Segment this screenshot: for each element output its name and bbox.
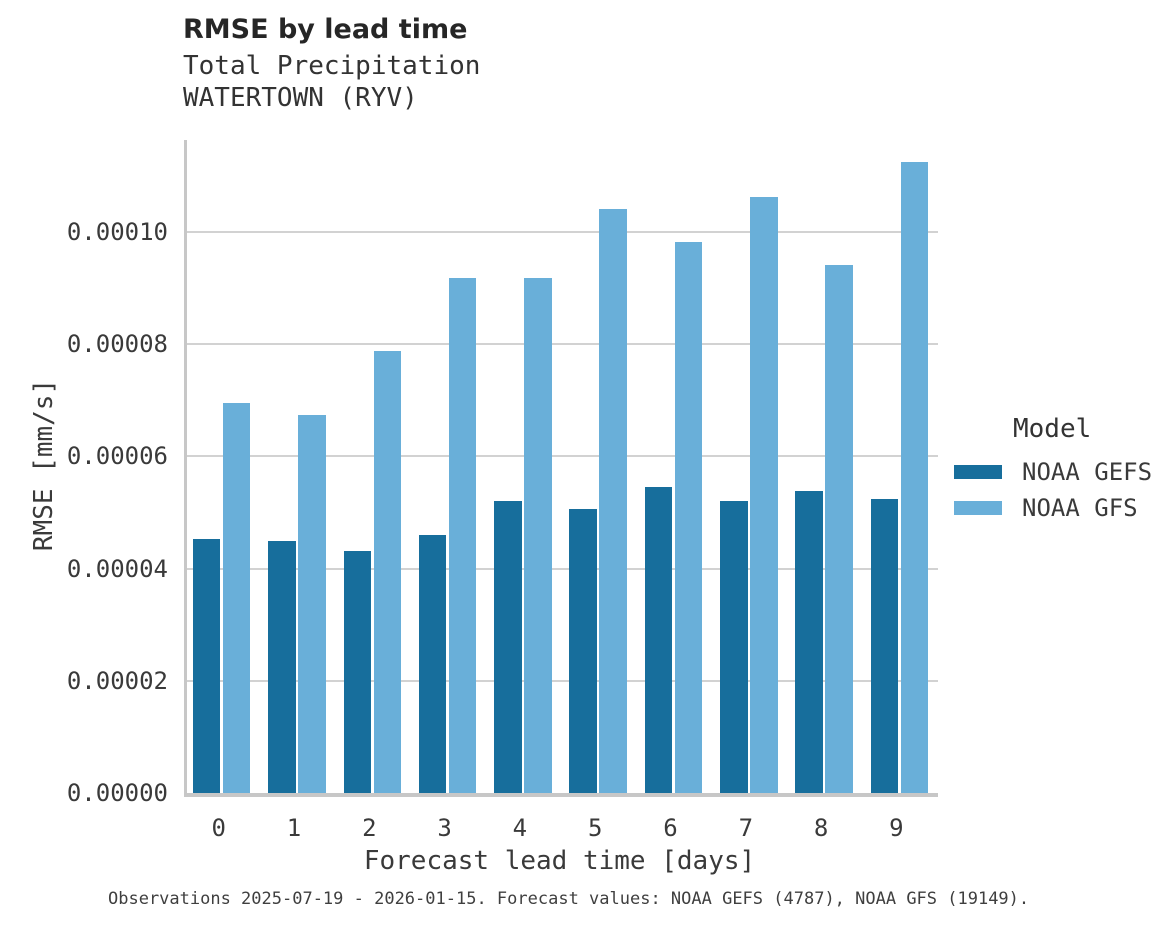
gridline	[187, 231, 938, 233]
y-tick-label: 0.00010	[66, 218, 168, 246]
bar-noaa-gfs-day-3	[448, 278, 477, 793]
bar-noaa-gefs-day-6	[644, 487, 673, 793]
bar-noaa-gfs-day-6	[674, 241, 703, 793]
caption: Observations 2025-07-19 - 2026-01-15. Fo…	[108, 889, 1030, 909]
gridline	[187, 343, 938, 346]
chart-subtitle-line2: WATERTOWN (RYV)	[183, 83, 418, 113]
legend-swatch-icon	[954, 465, 1002, 479]
y-tick-label: 0.00002	[66, 666, 168, 695]
bar-noaa-gfs-day-2	[373, 350, 402, 793]
x-axis-label: Forecast lead time [days]	[363, 846, 756, 876]
chart-subtitle: Total Precipitation WATERTOWN (RYV)	[183, 50, 480, 114]
legend: Model NOAA GEFS NOAA GFS	[948, 414, 1152, 526]
legend-item-label: NOAA GFS	[1022, 494, 1138, 522]
bar-noaa-gefs-day-0	[192, 539, 221, 793]
legend-item: NOAA GEFS	[948, 454, 1152, 490]
x-tick-label: 9	[889, 814, 904, 842]
legend-swatch-icon	[954, 501, 1002, 515]
bar-noaa-gfs-day-7	[750, 196, 778, 793]
y-tick-label: 0.00006	[66, 442, 168, 471]
bar-noaa-gfs-day-0	[222, 403, 251, 793]
bar-noaa-gefs-day-1	[268, 541, 296, 793]
bar-noaa-gefs-day-3	[418, 534, 447, 793]
chart-title: RMSE by lead time	[183, 14, 468, 45]
chart-subtitle-line1: Total Precipitation	[183, 51, 481, 81]
x-tick-label: 6	[663, 814, 678, 842]
gridline	[187, 567, 938, 570]
x-tick-label: 3	[437, 814, 452, 842]
y-tick-label: 0.00008	[66, 330, 168, 359]
bar-noaa-gefs-day-5	[569, 509, 597, 793]
bar-noaa-gefs-day-7	[720, 501, 748, 793]
x-tick-label: 1	[286, 814, 302, 842]
y-tick-label: 0.00000	[66, 779, 168, 807]
legend-item: NOAA GFS	[948, 490, 1152, 526]
bar-noaa-gfs-day-1	[298, 415, 326, 793]
x-tick-label: 7	[738, 814, 754, 842]
legend-item-label: NOAA GEFS	[1022, 458, 1153, 486]
bar-noaa-gfs-day-4	[524, 278, 552, 793]
bar-noaa-gfs-day-9	[900, 162, 929, 793]
x-tick-label: 5	[587, 814, 603, 842]
bar-noaa-gefs-day-9	[870, 499, 899, 793]
bar-noaa-gefs-day-2	[343, 551, 372, 793]
y-tick-label: 0.00004	[66, 554, 168, 583]
gridline	[187, 455, 938, 458]
bar-noaa-gefs-day-8	[795, 491, 823, 793]
legend-title: Model	[1013, 414, 1092, 444]
plot-area	[184, 140, 938, 797]
gridline	[187, 679, 938, 682]
x-tick-label: 2	[362, 814, 377, 842]
bar-noaa-gefs-day-4	[494, 500, 522, 793]
x-tick-label: 8	[813, 814, 829, 842]
x-tick-label: 0	[211, 814, 226, 842]
bar-noaa-gfs-day-8	[825, 264, 853, 793]
x-tick-label: 4	[512, 814, 528, 842]
bar-noaa-gfs-day-5	[599, 209, 627, 793]
